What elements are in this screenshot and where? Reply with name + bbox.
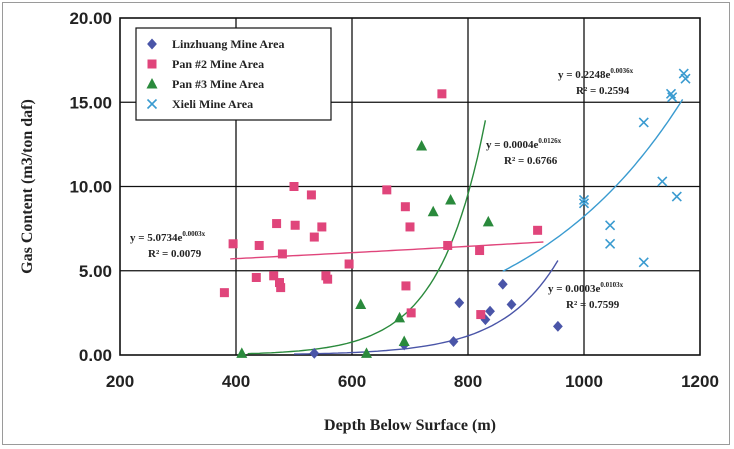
x-axis-label: Depth Below Surface (m): [324, 417, 496, 434]
x-tick-label: 200: [106, 372, 134, 391]
xieli-mine-area-point: [605, 220, 616, 231]
xieli-mine-area-point: [638, 117, 649, 128]
pan-2-mine-area-point: [317, 222, 327, 232]
pan-3-mine-area-point: [416, 140, 428, 151]
pan-2-mine-area-point: [289, 182, 299, 191]
legend-marker: [147, 59, 157, 69]
pan-3-mine-area-point: [398, 335, 410, 347]
y-tick-label: 5.00: [79, 262, 112, 281]
pan-2-mine-area-point: [344, 259, 354, 269]
trend-r-squared: R² = 0.0079: [148, 248, 202, 260]
pan-2-mine-area-point: [400, 202, 410, 212]
pan-2-mine-area-point: [443, 240, 453, 250]
pan-2-mine-area-point: [277, 249, 287, 259]
y-tick-label: 15.00: [69, 93, 112, 112]
pan-3-mine-area-point: [482, 215, 494, 227]
legend-marker: [146, 78, 158, 89]
xieli-mine-area-point: [667, 92, 678, 103]
legend-box: [135, 27, 332, 121]
xieli-mine-area-point: [671, 191, 682, 202]
linzhuang-mine-area-point: [485, 305, 495, 317]
legend: Linzhuang Mine Area Pan #2 Mine Area Pan #…: [135, 27, 332, 121]
legend-marker: [146, 98, 158, 110]
pan-2-mine-area-point: [272, 219, 282, 229]
data-points: [219, 68, 691, 359]
linzhuang-mine-area-point: [497, 278, 508, 290]
pan-2-mine-area-point: [219, 288, 229, 298]
pan-3-mine-area-point: [361, 347, 372, 358]
pan-2-mine-area-point: [228, 239, 238, 249]
x-tick-label: 1000: [565, 372, 603, 391]
xieli-mine-area-point: [680, 73, 691, 84]
trendline: [247, 120, 487, 355]
tick-labels: 200 400 600 800 1000 1200 0.00 5.00 10.00 15.00 20…: [69, 9, 718, 391]
x-tick-label: 400: [222, 372, 250, 391]
pan-2-mine-area-point: [269, 271, 279, 281]
pan-2-mine-area-point: [406, 308, 416, 318]
pan-2-mine-area-point: [533, 225, 543, 235]
pan-3-mine-area-point: [236, 347, 248, 358]
linzhuang-mine-area-point: [309, 347, 320, 359]
xieli-mine-area-point: [605, 238, 616, 249]
pan-3-mine-area-point: [427, 205, 439, 217]
pan-2-mine-area-point: [405, 222, 415, 232]
pan-2-mine-area-point: [275, 278, 284, 288]
pan-2-mine-area-point: [254, 240, 264, 250]
pan-2-mine-area-point: [401, 281, 411, 291]
trend-r-squared: R² = 0.7599: [566, 299, 620, 311]
legend-label: Xieli Mine Area: [172, 97, 253, 111]
trend-r-squared: R² = 0.2594: [576, 85, 630, 97]
legend-label: Pan #2 Mine Area: [172, 57, 264, 71]
xieli-mine-area-point: [578, 194, 590, 206]
pan-2-mine-area-point: [323, 274, 333, 284]
pan-2-mine-area-point: [309, 232, 319, 242]
xieli-mine-area-point: [578, 198, 590, 209]
trendline: [502, 99, 684, 272]
y-axis-label: Gas Content (m3/ton daf): [19, 99, 36, 274]
x-tick-label: 800: [454, 372, 482, 391]
x-tick-label: 1200: [681, 372, 719, 391]
xieli-mine-area-point: [638, 257, 649, 268]
y-tick-label: 20.00: [69, 9, 112, 28]
pan-2-mine-area-point: [290, 220, 300, 230]
pan-2-mine-area-point: [382, 185, 392, 195]
x-tick-label: 600: [338, 372, 366, 391]
trend-r-squared: R² = 0.6766: [504, 155, 558, 167]
y-tick-label: 10.00: [69, 178, 112, 197]
pan-2-mine-area-point: [475, 246, 485, 256]
legend-label: Pan #3 Mine Area: [172, 77, 264, 91]
pan-2-mine-area-point: [306, 190, 316, 200]
pan-2-mine-area-point: [437, 89, 447, 99]
linzhuang-mine-area-point: [552, 320, 563, 332]
pan-3-mine-area-point: [355, 298, 367, 309]
pan-3-mine-area-point: [394, 311, 406, 323]
legend-label: Linzhuang Mine Area: [172, 37, 284, 51]
xieli-mine-area-point: [665, 88, 677, 99]
y-tick-label: 0.00: [79, 346, 112, 365]
legend-marker: [147, 38, 157, 50]
xieli-mine-area-point: [657, 176, 668, 187]
linzhuang-mine-area-point: [448, 336, 459, 347]
trendline: [294, 260, 559, 355]
pan-2-mine-area-point: [276, 283, 286, 293]
linzhuang-mine-area-point: [506, 299, 517, 310]
pan-2-mine-area-point: [476, 310, 486, 320]
linzhuang-mine-area-point: [454, 297, 465, 309]
pan-2-mine-area-point: [251, 272, 261, 282]
pan-3-mine-area-point: [445, 193, 457, 205]
